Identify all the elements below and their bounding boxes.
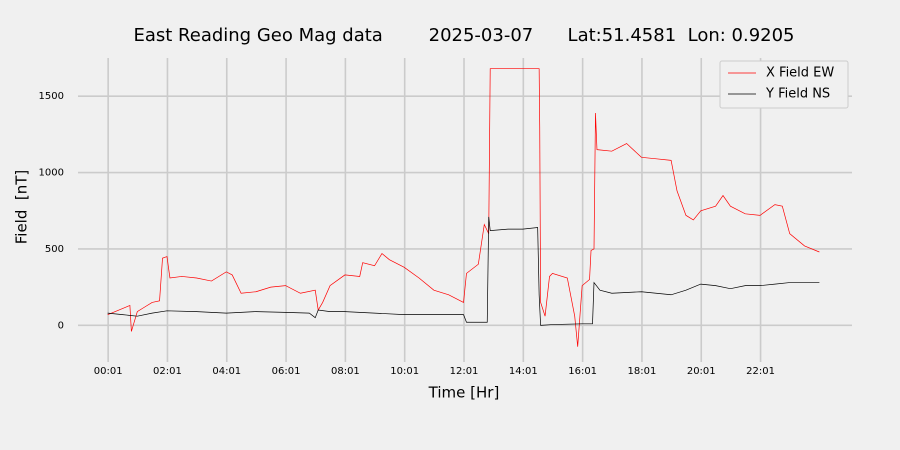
y-tick-label: 1000 bbox=[39, 168, 64, 179]
y-tick-label: 0 bbox=[58, 320, 64, 331]
y-tick-label: 500 bbox=[45, 244, 64, 255]
x-tick-label: 14:01 bbox=[509, 366, 538, 377]
x-tick-label: 22:01 bbox=[746, 366, 775, 377]
x-tick-label: 20:01 bbox=[687, 366, 716, 377]
x-tick-label: 04:01 bbox=[212, 366, 241, 377]
legend-label: Y Field NS bbox=[765, 87, 830, 102]
legend-label: X Field EW bbox=[766, 66, 834, 81]
x-tick-label: 12:01 bbox=[450, 366, 479, 377]
data-line bbox=[107, 216, 820, 326]
y-axis-label: Field [nT] bbox=[13, 170, 31, 245]
x-tick-label: 06:01 bbox=[272, 366, 301, 377]
x-tick-label: 02:01 bbox=[153, 366, 182, 377]
x-tick-label: 10:01 bbox=[390, 366, 419, 377]
x-tick-label: 18:01 bbox=[628, 366, 657, 377]
chart-title: East Reading Geo Mag data 2025-03-07 Lat… bbox=[133, 25, 794, 46]
x-axis-label: Time [Hr] bbox=[428, 384, 500, 402]
x-tick-label: 08:01 bbox=[331, 366, 360, 377]
data-line bbox=[107, 68, 820, 347]
y-tick-label: 1500 bbox=[39, 91, 64, 102]
x-tick-label: 16:01 bbox=[568, 366, 597, 377]
x-tick-label: 00:01 bbox=[94, 366, 123, 377]
